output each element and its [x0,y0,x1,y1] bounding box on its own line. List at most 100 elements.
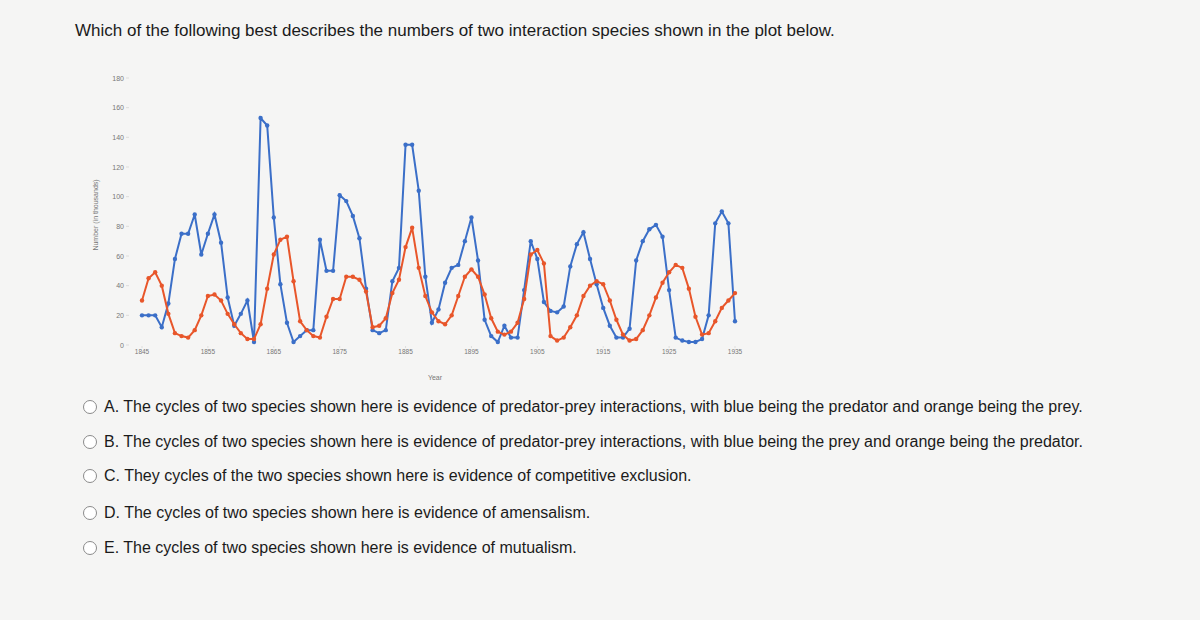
option: A. The cycles of two species shown here … [104,398,1083,415]
series-point [272,215,276,219]
series-point [627,326,631,330]
radio-button[interactable] [84,542,97,555]
series-point [443,281,447,285]
series-point [430,321,434,325]
series-point [496,340,500,344]
series-point [173,331,177,335]
series-point [436,319,440,323]
y-tick-label: 140 [112,134,124,141]
x-tick-label: 1865 [267,348,282,355]
series-point [370,325,374,329]
x-tick [207,346,208,348]
series-point [384,316,388,320]
series-point [384,328,388,332]
series-point [397,278,401,282]
series-point [199,313,203,317]
radio-button[interactable] [84,436,97,449]
series-point [219,298,223,302]
series-point [733,291,737,295]
series-point [641,328,645,332]
x-tick [603,346,604,348]
series-point [206,294,210,298]
series-point [726,298,730,302]
series-point [482,292,486,296]
series-point [509,329,513,333]
series-point [179,334,183,338]
series-point [443,322,447,326]
series-point [252,337,256,341]
series-point [153,313,157,317]
series-point [575,313,579,317]
radio-button[interactable] [84,401,97,414]
series-point [417,266,421,270]
x-tick [537,346,538,348]
series-point [594,279,598,283]
y-tick [126,285,129,286]
y-tick [126,226,129,227]
option: E. The cycles of two species shown here … [104,539,577,556]
x-tick [273,346,274,348]
series-point [680,338,684,342]
series-point [693,315,697,319]
series-point [713,221,717,225]
series-point [344,275,348,279]
x-axis-title: Year [428,374,443,381]
series-point [357,278,361,282]
series-point [515,335,519,339]
series-point [496,329,500,333]
y-tick-label: 160 [112,104,124,111]
series-point [568,325,572,329]
series-point [410,226,414,230]
series-point [706,313,710,317]
series-point [278,237,282,241]
series-point [140,313,144,317]
x-tick [471,346,472,348]
series-point [614,318,618,322]
series-point [502,324,506,328]
x-tick-label: 1895 [464,348,479,355]
y-tick [126,78,129,79]
question: Which of the following best describes th… [75,21,835,40]
series-point [410,143,414,147]
x-tick [405,346,406,348]
series-point [186,335,190,339]
series-point [456,294,460,298]
series-point [634,258,638,262]
series-point [298,334,302,338]
series-point [166,312,170,316]
series-point [489,334,493,338]
series-point [509,335,513,339]
series-point [258,322,262,326]
series-point [311,334,315,338]
series-point [449,266,453,270]
series-point [588,283,592,287]
series-point [265,123,269,127]
series-point [285,235,289,239]
series-point [351,275,355,279]
series-point [212,212,216,216]
series-point [555,310,559,314]
series-point [140,298,144,302]
radio-button[interactable] [84,507,97,520]
series-point [687,340,691,344]
radio-button[interactable] [84,470,97,483]
series-point [627,338,631,342]
series-point [331,269,335,273]
series-point [660,281,664,285]
series-point [344,199,348,203]
series-point [193,328,197,332]
series-point [720,306,724,310]
y-tick-label: 0 [120,342,124,349]
series-point [390,291,394,295]
series-point [324,269,328,273]
series-point [232,322,236,326]
series-point [476,275,480,279]
y-tick [126,196,129,197]
series-point [193,212,197,216]
y-tick-label: 20 [116,312,124,319]
series-point [449,313,453,317]
series-point [680,266,684,270]
series-point [258,116,262,120]
series-point [239,331,243,335]
series-line [142,228,735,341]
